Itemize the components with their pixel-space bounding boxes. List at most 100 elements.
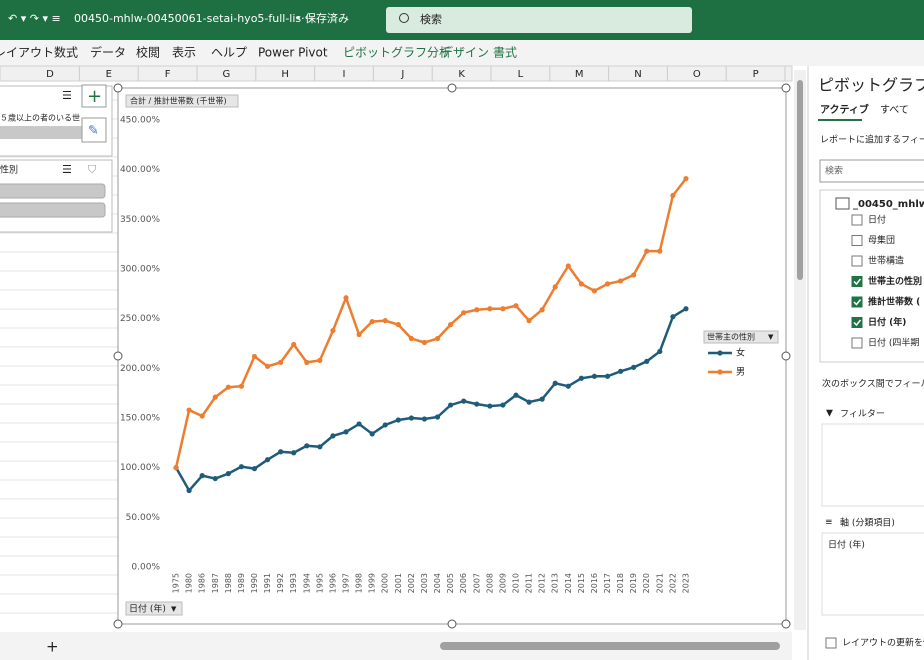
ribbon-tab[interactable]: レイアウト	[0, 46, 54, 60]
horizontal-scroll-thumb[interactable]	[440, 642, 780, 650]
field-checkbox[interactable]	[851, 337, 863, 349]
data-point	[238, 383, 245, 389]
field-name[interactable]: 母集団	[868, 234, 895, 246]
x-tick-label: 1986	[198, 573, 207, 593]
pane-tab[interactable]: アクティブ	[820, 103, 869, 116]
data-point	[552, 284, 558, 290]
chart-elements-button[interactable]	[81, 84, 107, 108]
slicer-item[interactable]	[0, 202, 106, 218]
resize-handle[interactable]	[447, 619, 457, 629]
data-point	[382, 318, 388, 324]
column-header: K	[458, 69, 465, 80]
defer-checkbox[interactable]	[825, 637, 837, 649]
x-tick-label: 1991	[263, 573, 272, 593]
data-point	[448, 402, 454, 408]
x-tick-label: 1980	[185, 573, 194, 593]
data-point	[526, 399, 532, 405]
data-point	[395, 322, 401, 328]
data-point	[448, 322, 454, 328]
ribbon-tab[interactable]: 書式	[493, 46, 517, 60]
field-name[interactable]: 日付	[868, 215, 886, 226]
x-tick-label: 2002	[407, 573, 416, 593]
data-point	[317, 357, 323, 363]
ribbon-tab[interactable]: ヘルプ	[211, 46, 247, 60]
field-checkbox[interactable]	[851, 255, 863, 267]
slicer-title: 性別	[0, 164, 18, 176]
field-name[interactable]: 世帯構造	[868, 255, 904, 267]
field-name[interactable]: 推計世帯数 (	[868, 296, 920, 308]
field-checkbox[interactable]	[851, 276, 863, 287]
x-tick-label: 1995	[315, 573, 324, 593]
qat-icons: ↶ ▾ ↷ ▾ ≡	[8, 12, 61, 25]
search-box[interactable]	[386, 7, 692, 33]
check-mark	[853, 319, 862, 327]
legend-title[interactable]: 世帯主の性別	[707, 332, 755, 342]
resize-handle[interactable]	[781, 83, 791, 93]
axis-field-button[interactable]: 日付 (年)	[129, 603, 166, 615]
data-point	[264, 457, 271, 463]
data-point	[291, 341, 297, 348]
axis-item[interactable]: 日付 (年)	[828, 539, 865, 551]
save-status[interactable]: • 保存済み	[295, 11, 349, 25]
add-sheet[interactable]: +	[46, 638, 59, 656]
x-tick-label: 1992	[276, 573, 285, 593]
data-point	[500, 306, 506, 312]
column-header: O	[693, 69, 701, 80]
field-name[interactable]: 世帯主の性別	[868, 275, 922, 287]
x-tick-label: 2008	[485, 573, 494, 593]
resize-handle[interactable]	[447, 83, 457, 93]
field-button[interactable]	[125, 601, 183, 616]
ribbon-tab[interactable]: デザイン	[441, 45, 489, 60]
clear-filter-icon[interactable]: ⛉	[88, 163, 97, 176]
data-point	[461, 310, 467, 316]
data-point	[578, 281, 584, 287]
legend-field-button[interactable]	[703, 330, 779, 344]
pane-tab[interactable]: すべて	[880, 104, 909, 116]
ribbon-tab[interactable]: Power Pivot	[258, 46, 328, 60]
ribbon-tab[interactable]: 表示	[172, 46, 196, 60]
value-field-button[interactable]: 合計 / 推計世帯数 (千世帯)	[130, 96, 227, 106]
data-point	[264, 363, 271, 369]
resize-handle[interactable]	[113, 619, 123, 629]
x-tick-label: 2012	[538, 573, 547, 593]
ribbon-tab[interactable]: 校閲	[136, 45, 160, 60]
chart-styles-button[interactable]	[81, 117, 107, 143]
multi-select-icon[interactable]: ☰	[62, 89, 72, 102]
x-tick-label: 2010	[511, 573, 520, 593]
y-tick-label: 50.00%	[126, 513, 161, 523]
slicer-item[interactable]	[0, 183, 106, 199]
drop-instruction: 次のボックス間でフィールド	[822, 378, 924, 390]
y-tick-label: 300.00%	[120, 265, 160, 275]
ribbon-tab[interactable]: ピボットグラフ分析	[343, 46, 451, 60]
resize-handle[interactable]	[781, 351, 791, 361]
field-button[interactable]	[125, 94, 239, 108]
field-name[interactable]: 日付 (四半期	[868, 337, 919, 349]
scroll-thumb[interactable]	[797, 80, 803, 280]
field-search-box[interactable]	[819, 159, 924, 183]
data-point	[408, 335, 414, 342]
resize-handle[interactable]	[781, 619, 791, 629]
data-point	[513, 392, 519, 398]
resize-handle[interactable]	[113, 351, 123, 361]
chart-area[interactable]	[117, 87, 787, 625]
data-point	[317, 444, 323, 450]
field-checkbox[interactable]	[851, 214, 863, 226]
resize-handle[interactable]	[113, 83, 123, 93]
field-checkbox[interactable]	[851, 235, 863, 246]
slicer-item[interactable]	[0, 126, 84, 139]
ribbon-tab[interactable]: データ	[90, 45, 126, 60]
multi-select-icon[interactable]: ☰	[62, 163, 72, 176]
data-point	[474, 401, 480, 407]
data-point	[278, 359, 284, 365]
field-checkbox[interactable]	[851, 317, 863, 328]
ribbon-tab[interactable]: 数式	[54, 45, 78, 60]
field-checkbox[interactable]	[851, 296, 863, 308]
x-tick-label: 1997	[342, 573, 351, 593]
field-name[interactable]: 日付 (年)	[868, 316, 906, 328]
filter-icon: ▼	[826, 409, 833, 419]
data-point	[591, 288, 598, 294]
x-tick-label: 1998	[355, 573, 364, 593]
column-header: N	[634, 69, 641, 80]
x-tick-label: 2015	[577, 573, 586, 593]
